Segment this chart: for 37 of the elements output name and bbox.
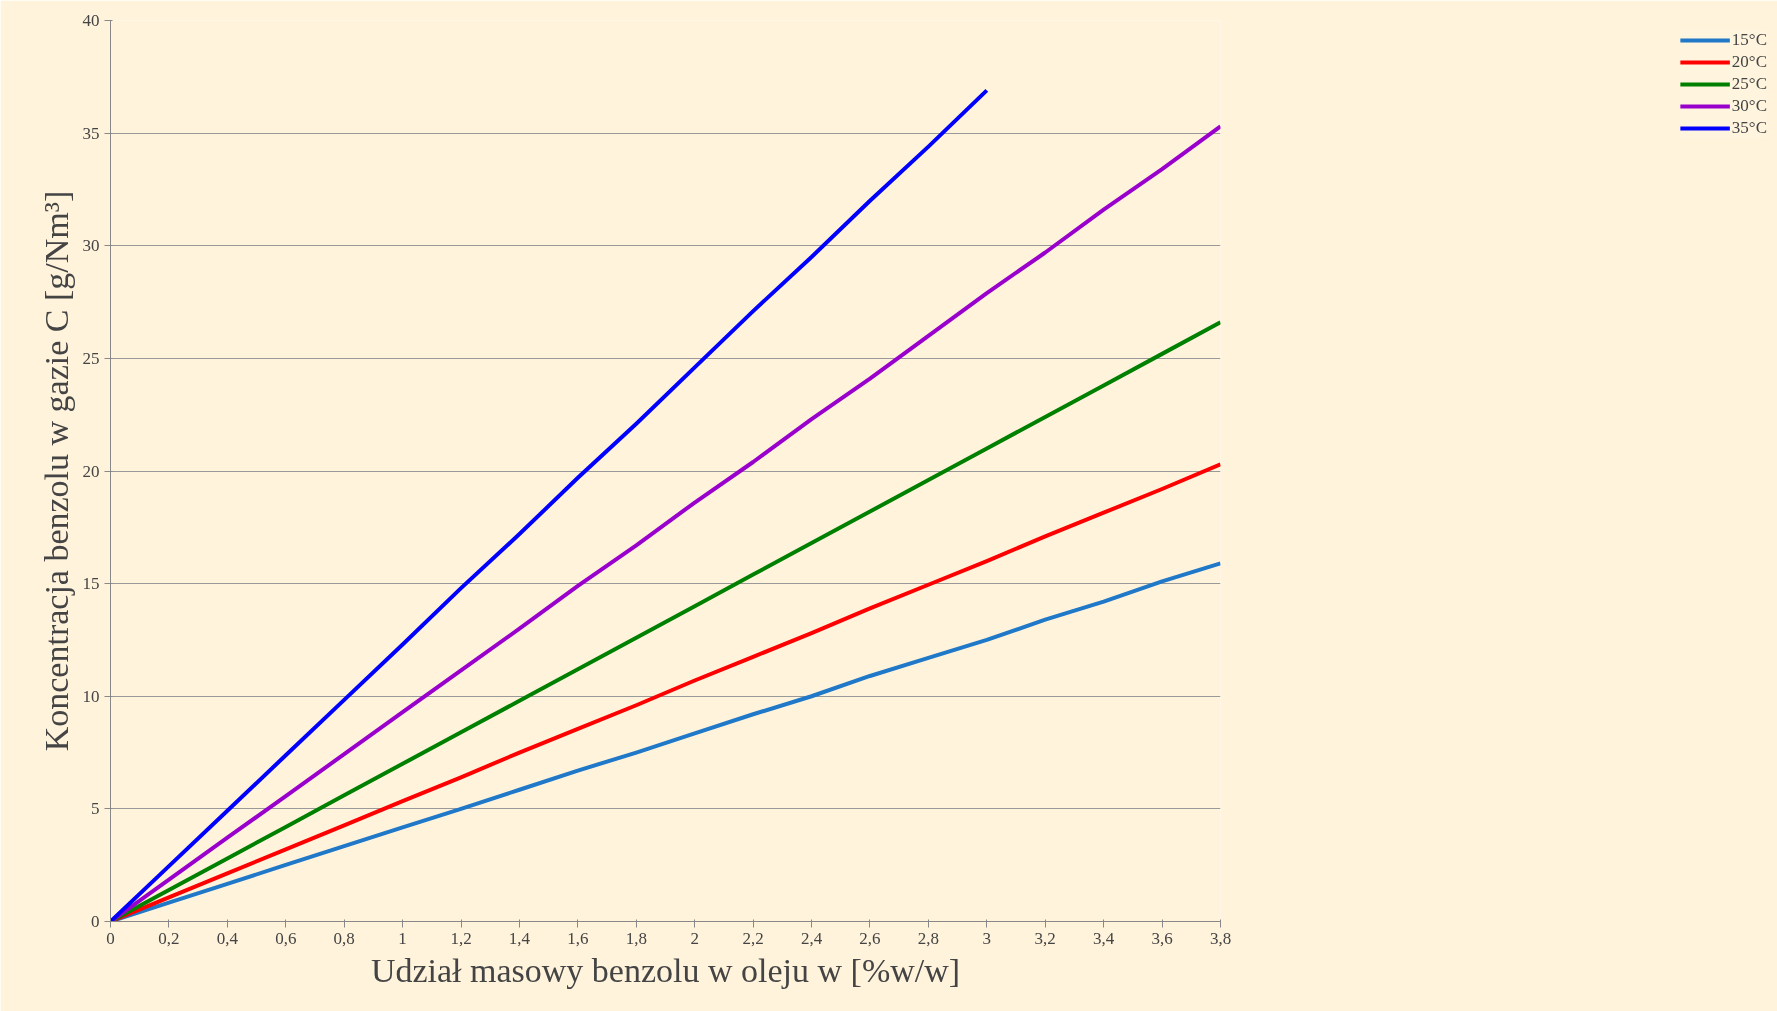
x-tick-label: 1,8 <box>625 928 647 948</box>
x-tick-label: 1,4 <box>508 928 531 948</box>
x-tick-label: 0,8 <box>333 928 355 948</box>
x-tick-label: 0 <box>106 928 115 948</box>
x-tick-label: 3,4 <box>1093 928 1115 948</box>
x-tick-label: 2,6 <box>859 928 881 948</box>
x-tick-label: 3 <box>982 928 992 948</box>
x-tick-label: 3,2 <box>1034 928 1056 948</box>
x-tick-label: 2,8 <box>917 928 940 948</box>
y-tick-label: 15 <box>82 574 100 594</box>
x-tick-label: 0,4 <box>216 928 239 948</box>
x-axis-title: Udział masowy benzolu w oleju w [%w/w] <box>370 951 961 989</box>
line-series <box>110 88 989 922</box>
legend-label: 30°C <box>1731 96 1767 116</box>
legend-label: 20°C <box>1731 52 1767 72</box>
x-tick-label: 1,2 <box>450 928 472 948</box>
y-tick-label: 5 <box>91 799 100 819</box>
y-tick-label: 20 <box>82 461 100 481</box>
y-tick-label: 25 <box>82 348 100 368</box>
legend-label: 15°C <box>1731 30 1767 50</box>
y-tick-label: 10 <box>82 686 100 706</box>
x-tick-label: 3,8 <box>1209 928 1232 948</box>
x-tick-label: 3,6 <box>1151 928 1173 948</box>
x-tick-label: 0,6 <box>275 928 297 948</box>
y-tick-label: 40 <box>82 11 100 30</box>
x-tick-label: 1,6 <box>567 928 589 948</box>
x-tick-label: 2 <box>690 928 699 948</box>
y-tick-label: 35 <box>82 123 100 143</box>
x-tick-label: 2,2 <box>742 928 764 948</box>
y-tick-label: 30 <box>82 236 100 256</box>
x-tick-label: 1 <box>398 928 407 948</box>
x-tick-label: 0,2 <box>158 928 180 948</box>
legend-label: 35°C <box>1731 118 1767 138</box>
y-axis-title: Koncentracja benzolu w gazie C [g/Nm³] <box>37 190 75 752</box>
y-tick-label: 0 <box>91 912 100 931</box>
x-tick-label: 2,4 <box>800 928 823 948</box>
legend-label: 25°C <box>1731 74 1767 94</box>
